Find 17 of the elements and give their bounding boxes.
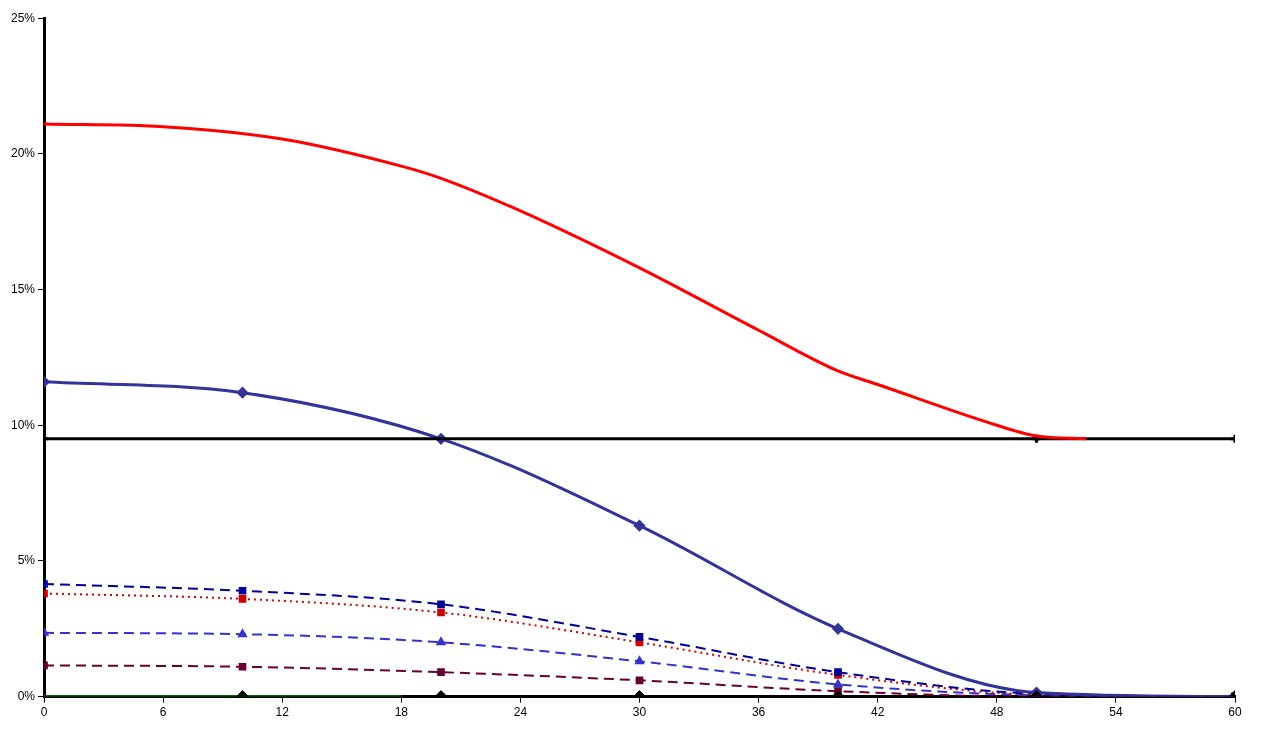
y-tick-label: 20%: [10, 146, 36, 161]
y-tick-label: 15%: [10, 281, 36, 296]
x-tick-label: 54: [1109, 705, 1123, 720]
x-tick-label: 0: [40, 705, 48, 720]
y-tick-label: 5%: [17, 553, 36, 568]
x-tick-label: 30: [632, 705, 647, 720]
y-tick-label: 25%: [10, 10, 36, 25]
x-tick-label: 24: [513, 705, 528, 720]
x-tick-label: 36: [751, 705, 766, 720]
x-tick-label: 48: [990, 705, 1004, 720]
x-tick-label: 18: [394, 705, 409, 720]
y-tick-label: 0%: [17, 688, 36, 703]
x-tick-label: 60: [1228, 705, 1242, 720]
x-tick-label: 42: [871, 705, 885, 720]
x-tick-label: 12: [275, 705, 290, 720]
y-tick-label: 10%: [10, 417, 36, 432]
x-tick-label: 6: [159, 705, 167, 720]
